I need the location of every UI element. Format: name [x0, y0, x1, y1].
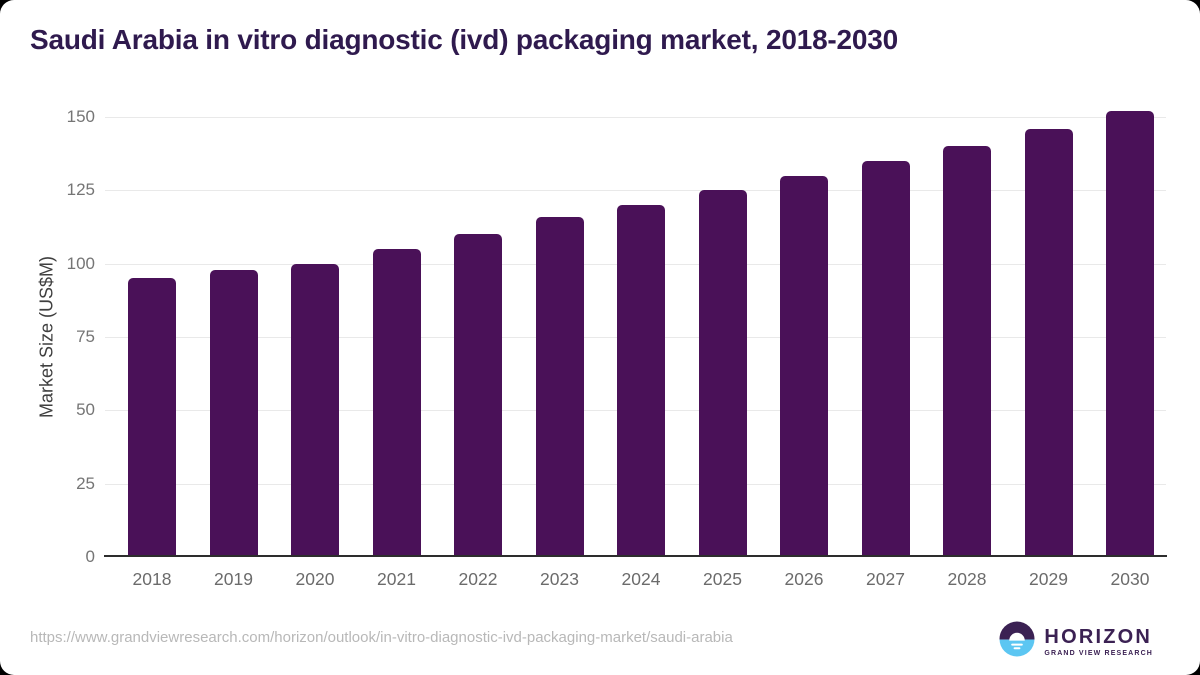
bar-2018: [128, 278, 176, 557]
horizon-logo: HORIZON GRAND VIEW RESEARCH: [999, 621, 1153, 662]
bar-2022: [454, 234, 502, 557]
y-tick-label-25: 25: [76, 473, 95, 493]
x-tick-label-2018: 2018: [132, 569, 172, 589]
source-url: https://www.grandviewresearch.com/horizo…: [30, 629, 733, 646]
x-tick-label-2025: 2025: [703, 569, 742, 589]
x-tick-label-2029: 2029: [1029, 569, 1068, 589]
y-tick-label-50: 50: [76, 400, 95, 420]
x-tick-label-2023: 2023: [540, 569, 579, 589]
y-tick-label-125: 125: [66, 180, 95, 200]
horizon-logo-text: HORIZON GRAND VIEW RESEARCH: [1044, 627, 1153, 657]
x-tick-label-2022: 2022: [458, 569, 498, 589]
x-tick-label-2030: 2030: [1110, 569, 1150, 589]
horizon-logo-subtitle: GRAND VIEW RESEARCH: [1044, 649, 1153, 657]
y-gridline-125: [105, 190, 1166, 192]
chart-title: Saudi Arabia in vitro diagnostic (ivd) p…: [30, 24, 899, 55]
x-axis-line: [104, 555, 1167, 557]
horizon-logo-icon: [999, 621, 1035, 662]
y-tick-label-100: 100: [66, 253, 95, 273]
y-tick-label-75: 75: [76, 327, 95, 346]
bar-2019: [209, 269, 258, 557]
bar-2025: [698, 190, 747, 557]
x-tick-label-2021: 2021: [377, 569, 416, 589]
x-tick-label-2028: 2028: [947, 569, 987, 589]
bar-2023: [535, 216, 584, 557]
bar-2028: [943, 146, 991, 557]
bar-2029: [1024, 128, 1073, 557]
bar-2030: [1106, 111, 1154, 557]
y-tick-label-150: 150: [66, 107, 95, 126]
bar-2020: [291, 263, 339, 557]
x-tick-label-2027: 2027: [866, 569, 905, 589]
x-tick-label-2019: 2019: [214, 569, 253, 589]
bar-2021: [372, 249, 421, 557]
x-tick-label-2020: 2020: [295, 569, 335, 589]
bar-2027: [861, 161, 910, 557]
y-tick-label-0: 0: [85, 547, 95, 566]
bar-2026: [780, 175, 828, 557]
x-tick-label-2026: 2026: [784, 569, 824, 589]
y-gridline-150: [105, 117, 1166, 118]
x-tick-label-2024: 2024: [621, 569, 661, 589]
horizon-logo-name: HORIZON: [1044, 625, 1153, 648]
bar-2024: [617, 205, 665, 557]
